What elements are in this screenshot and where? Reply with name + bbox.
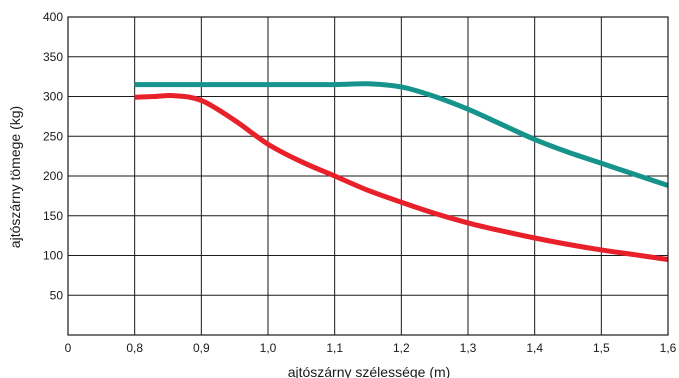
y-tick-labels: 50 100 150 200 250 300 350 400 bbox=[43, 10, 63, 302]
series-lines bbox=[134, 81, 669, 262]
y-tick-label: 250 bbox=[43, 129, 63, 143]
x-tick-label: 1,4 bbox=[526, 341, 543, 355]
x-tick-label: 1,3 bbox=[460, 341, 477, 355]
series-line-2 bbox=[134, 93, 669, 262]
x-tick-label: 1,1 bbox=[326, 341, 343, 355]
y-tick-label: 400 bbox=[43, 10, 63, 24]
series-line-1 bbox=[134, 81, 669, 188]
x-tick-label: 1,2 bbox=[393, 341, 410, 355]
plot-border bbox=[67, 16, 669, 336]
y-tick-label: 100 bbox=[43, 249, 63, 263]
y-axis-label: ajtószárny tömege (kg) bbox=[7, 106, 23, 248]
x-tick-label: 1,5 bbox=[593, 341, 610, 355]
x-tick-label: 1,0 bbox=[260, 341, 277, 355]
y-tick-label: 200 bbox=[43, 169, 63, 183]
grid-lines bbox=[68, 17, 668, 335]
x-tick-label: 0,9 bbox=[193, 341, 210, 355]
y-tick-label: 150 bbox=[43, 209, 63, 223]
y-tick-label: 300 bbox=[43, 90, 63, 104]
x-tick-label: 1,6 bbox=[660, 341, 677, 355]
y-tick-label: 350 bbox=[43, 50, 63, 64]
x-tick-labels: 0 0,8 0,9 1,0 1,1 1,2 1,3 1,4 1,5 1,6 bbox=[65, 341, 677, 355]
y-tick-label: 50 bbox=[50, 288, 64, 302]
plot-frame bbox=[67, 16, 669, 336]
x-axis-label: ajtószárny szélessége (m) bbox=[288, 364, 451, 378]
x-tick-label: 0 bbox=[65, 341, 72, 355]
x-tick-label: 0,8 bbox=[126, 341, 143, 355]
